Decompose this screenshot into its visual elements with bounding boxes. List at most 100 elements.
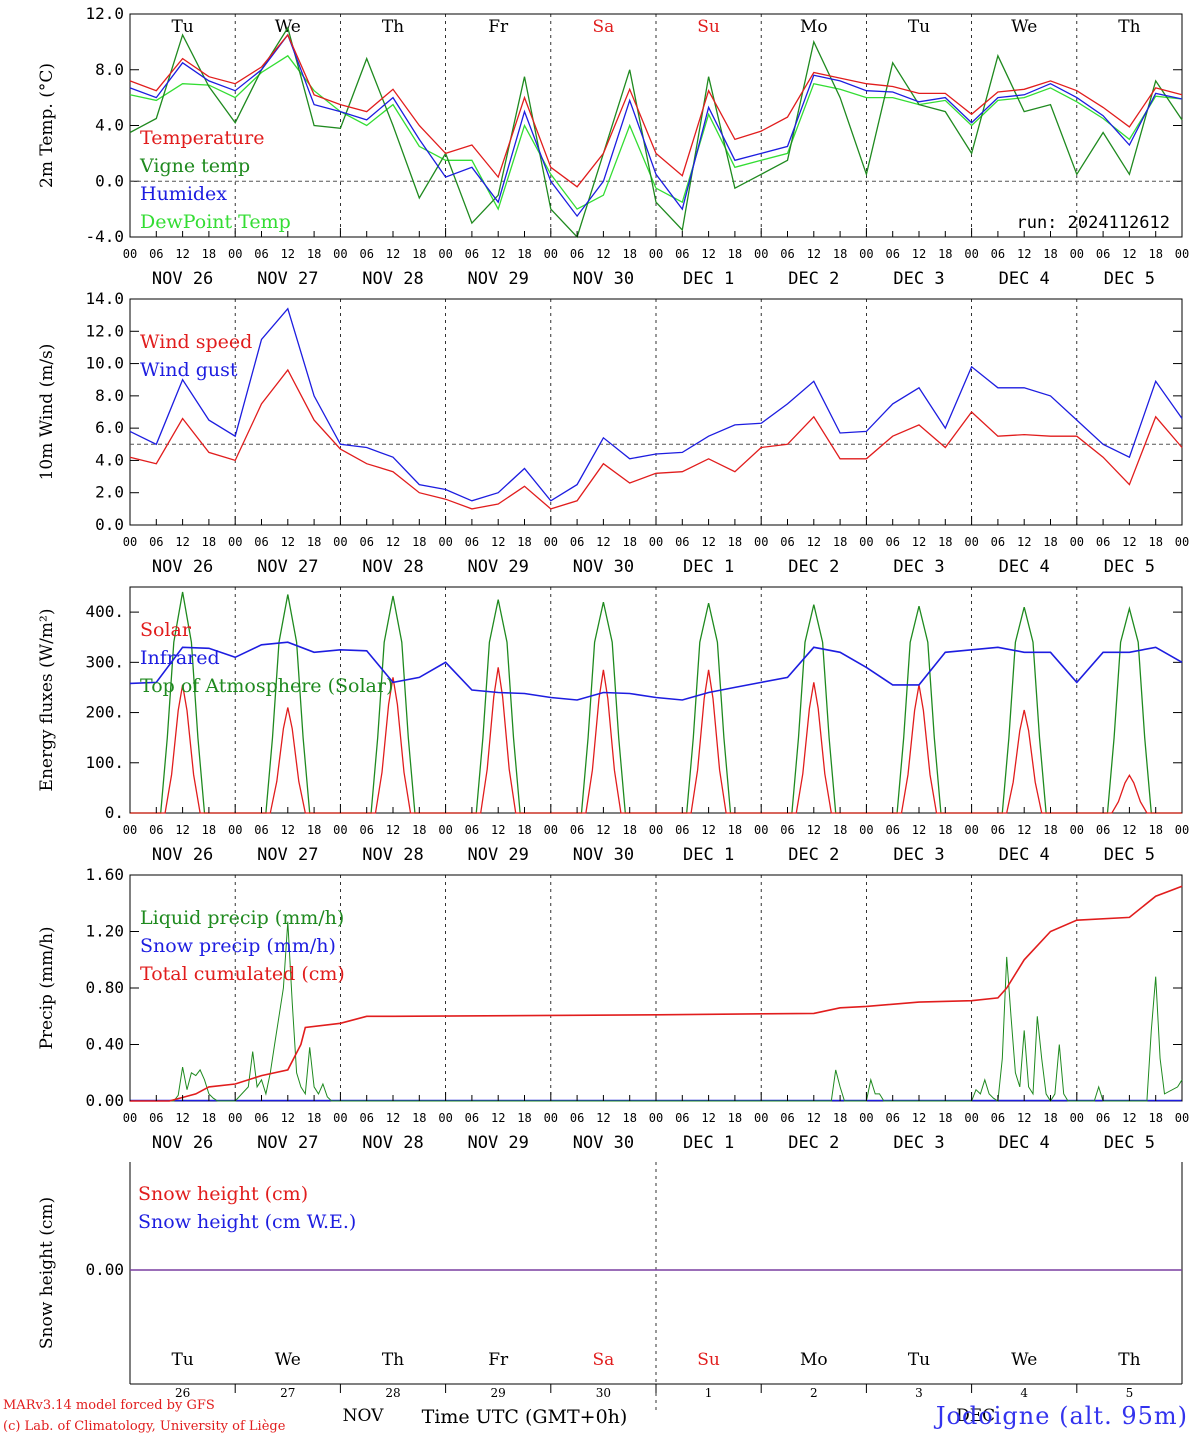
precip-hour-label: 00 <box>438 1111 452 1125</box>
temp-hour-label: 00 <box>859 247 873 261</box>
precip-hour-label: 12 <box>807 1111 821 1125</box>
wind-ytick-label: 10.0 <box>85 354 124 373</box>
temp-hour-label: 06 <box>359 247 373 261</box>
temp-ytick-label: 8.0 <box>95 60 124 79</box>
energy-date-label: NOV 30 <box>573 845 634 865</box>
energy-hour-label: 12 <box>1122 823 1136 837</box>
wind-hour-label: 18 <box>938 535 952 549</box>
temp-hour-label: 00 <box>964 247 978 261</box>
precip-date-label: DEC 1 <box>683 1133 734 1153</box>
temp-hour-label: 12 <box>596 247 610 261</box>
wind-date-label: NOV 27 <box>257 557 318 577</box>
energy-series-infrared <box>129 641 1183 701</box>
wind-hour-label: 18 <box>728 535 742 549</box>
wind-date-label: DEC 2 <box>788 557 839 577</box>
wind-ytick-label: 14.0 <box>85 289 124 308</box>
energy-date-label: DEC 1 <box>683 845 734 865</box>
precip-hour-label: 18 <box>622 1111 636 1125</box>
wind-hour-label: 18 <box>412 535 426 549</box>
temp-hour-label: 12 <box>386 247 400 261</box>
energy-hour-label: 18 <box>728 823 742 837</box>
snow-day-label: Mo <box>800 1350 828 1370</box>
energy-hour-label: 12 <box>596 823 610 837</box>
precip-date-label: NOV 29 <box>467 1133 528 1153</box>
temp-hour-label: 06 <box>149 247 163 261</box>
wind-ytick-label: 6.0 <box>95 418 124 437</box>
energy-hour-label: 12 <box>491 823 505 837</box>
precip-hour-label: 00 <box>123 1111 137 1125</box>
temp-date-label: DEC 4 <box>999 269 1050 289</box>
footer-copyright: (c) Lab. of Climatology, University of L… <box>3 1419 286 1434</box>
temp-day-label: Sa <box>593 17 615 37</box>
precip-legend-item: Total cumulated (cm) <box>140 963 345 985</box>
energy-date-label: DEC 2 <box>788 845 839 865</box>
temp-date-label: DEC 5 <box>1104 269 1155 289</box>
wind-series-blue <box>129 307 1183 502</box>
precip-hour-label: 00 <box>649 1111 663 1125</box>
temp-hour-label: 00 <box>438 247 452 261</box>
temp-hour-label: 00 <box>333 247 347 261</box>
precip-date-label: DEC 3 <box>893 1133 944 1153</box>
precip-hour-label: 12 <box>701 1111 715 1125</box>
temp-legend-item: Vigne temp <box>139 155 250 177</box>
wind-date-label: NOV 30 <box>573 557 634 577</box>
temp-ylabel: 2m Temp. (°C) <box>37 63 57 188</box>
precip-legend-item: Snow precip (mm/h) <box>140 935 336 957</box>
energy-hour-label: 18 <box>412 823 426 837</box>
wind-hour-label: 00 <box>333 535 347 549</box>
energy-hour-label: 00 <box>333 823 347 837</box>
precip-hour-label: 06 <box>149 1111 163 1125</box>
wind-hour-label: 06 <box>885 535 899 549</box>
temp-day-label: Mo <box>800 17 828 37</box>
temp-hour-label: 06 <box>885 247 899 261</box>
snow-day-label: We <box>275 1350 301 1370</box>
wind-date-label: NOV 28 <box>362 557 423 577</box>
footer-model: MARv3.14 model forced by GFS <box>3 1398 215 1413</box>
temp-hour-label: 00 <box>123 247 137 261</box>
snow-day-number: 29 <box>491 1386 506 1400</box>
precip-hour-label: 06 <box>991 1111 1005 1125</box>
precip-hour-label: 12 <box>491 1111 505 1125</box>
temp-hour-label: 00 <box>228 247 242 261</box>
snow-day-number: 26 <box>175 1386 190 1400</box>
energy-hour-label: 00 <box>123 823 137 837</box>
precip-date-label: DEC 4 <box>999 1133 1050 1153</box>
temp-hour-label: 12 <box>491 247 505 261</box>
wind-hour-label: 12 <box>1122 535 1136 549</box>
precip-ytick-label: 1.20 <box>85 922 124 941</box>
temp-day-label: Tu <box>908 17 930 37</box>
energy-date-label: DEC 4 <box>999 845 1050 865</box>
energy-hour-label: 06 <box>991 823 1005 837</box>
temp-date-label: DEC 2 <box>788 269 839 289</box>
temp-day-label: Tu <box>171 17 193 37</box>
precip-hour-label: 12 <box>1017 1111 1031 1125</box>
wind-ytick-label: 8.0 <box>95 386 124 405</box>
wind-hour-label: 12 <box>281 535 295 549</box>
precip-hour-label: 18 <box>833 1111 847 1125</box>
wind-hour-label: 06 <box>675 535 689 549</box>
temp-hour-label: 00 <box>754 247 768 261</box>
precip-hour-label: 18 <box>1148 1111 1162 1125</box>
run-label: run: 2024112612 <box>1016 213 1170 233</box>
energy-hour-label: 06 <box>675 823 689 837</box>
snow-day-label: We <box>1011 1350 1037 1370</box>
temp-date-label: DEC 3 <box>893 269 944 289</box>
energy-hour-label: 18 <box>202 823 216 837</box>
precip-ytick-label: 1.60 <box>85 865 124 884</box>
temp-hour-label: 18 <box>1043 247 1057 261</box>
energy-hour-label: 06 <box>254 823 268 837</box>
precip-hour-label: 06 <box>465 1111 479 1125</box>
snow-day-number: 1 <box>705 1386 713 1400</box>
temp-hour-label: 12 <box>807 247 821 261</box>
energy-ytick-label: 0. <box>105 803 124 822</box>
energy-ytick-label: 200. <box>85 703 124 722</box>
snow-legend-item: Snow height (cm W.E.) <box>138 1211 356 1233</box>
snow-day-number: 2 <box>810 1386 818 1400</box>
precip-ytick-label: 0.40 <box>85 1035 124 1054</box>
wind-ytick-label: 12.0 <box>85 321 124 340</box>
wind-hour-label: 06 <box>991 535 1005 549</box>
temp-hour-label: 06 <box>254 247 268 261</box>
precip-hour-label: 00 <box>1175 1111 1189 1125</box>
snow-ytick-label: 0.00 <box>85 1260 124 1279</box>
precip-hour-label: 12 <box>386 1111 400 1125</box>
